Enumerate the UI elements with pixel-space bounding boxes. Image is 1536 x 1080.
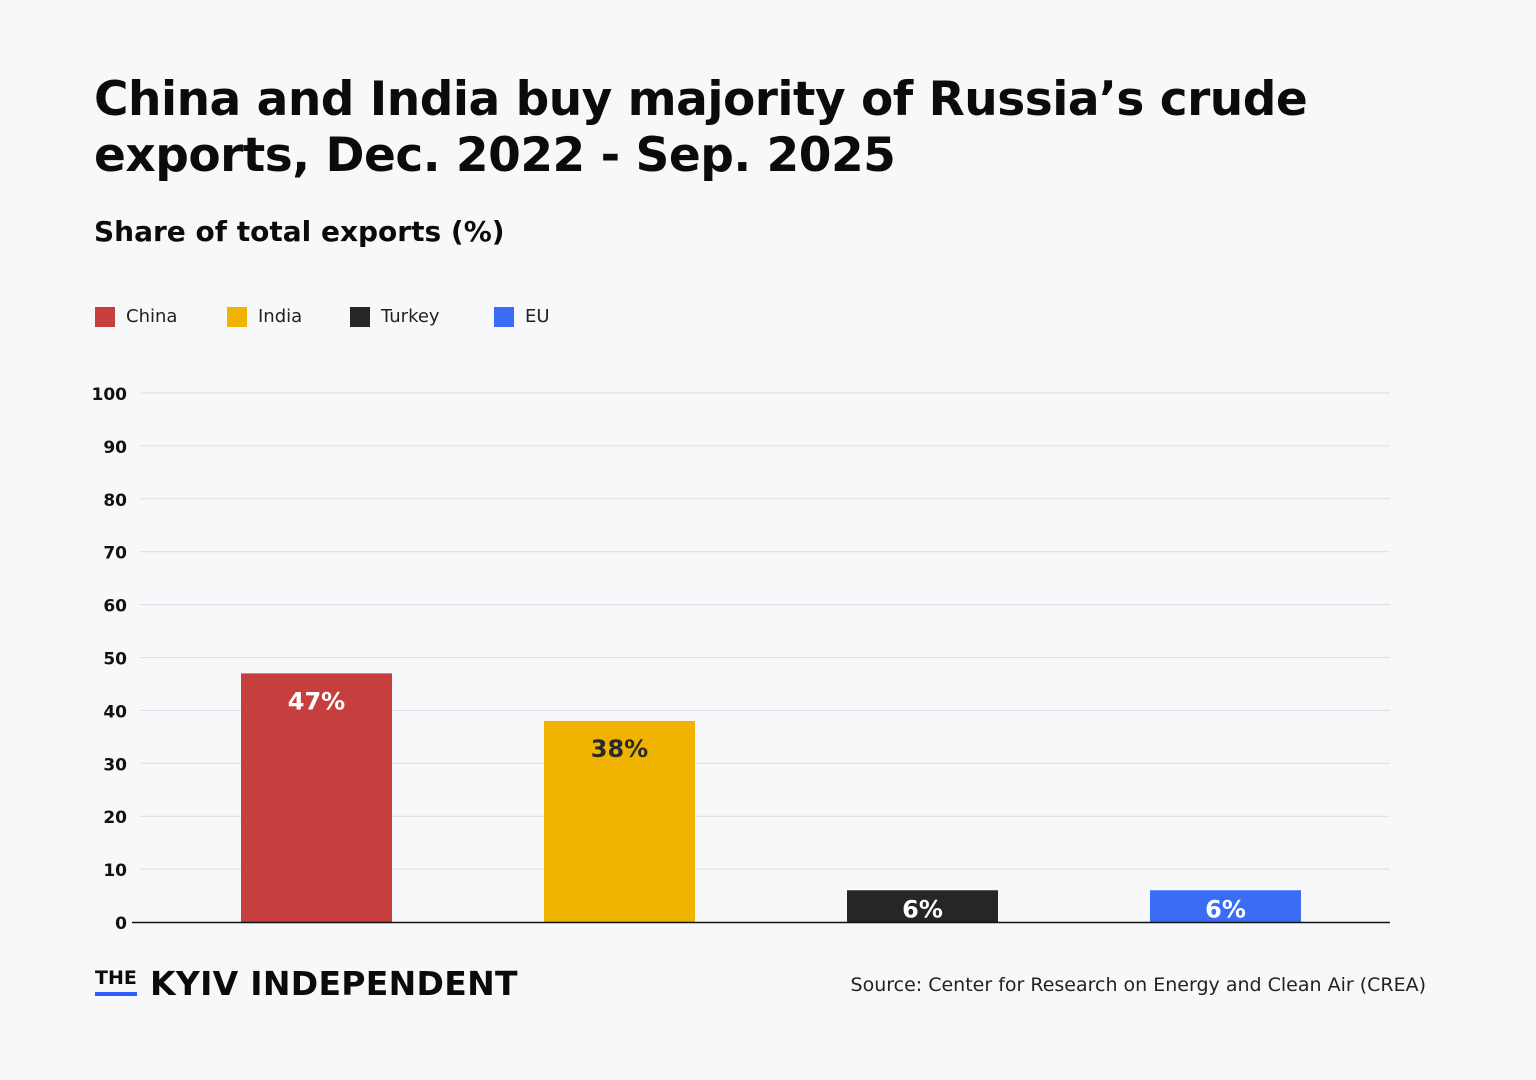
legend-label-india: India — [258, 306, 303, 327]
y-tick-label: 90 — [103, 438, 127, 458]
data-labels: 47% 38% 6% 6% — [288, 687, 1246, 923]
data-label-eu: 6% — [1205, 895, 1246, 923]
legend-swatch-turkey — [350, 307, 370, 327]
legend-label-eu: EU — [525, 306, 550, 327]
legend-swatch-india — [227, 307, 247, 327]
logo-the-text: THE — [95, 967, 137, 989]
logo-underline — [95, 992, 137, 996]
y-tick-label: 60 — [103, 597, 127, 617]
bar-chart: 0 10 20 30 40 50 60 70 80 90 100 47% 38% 6% 6% — [92, 385, 1390, 934]
bar-eu — [1150, 890, 1301, 922]
y-tick-label: 100 — [92, 385, 128, 405]
y-tick-label: 10 — [103, 861, 127, 881]
y-tick-label: 70 — [103, 544, 127, 564]
legend-swatch-eu — [494, 307, 514, 327]
data-label-china: 47% — [288, 687, 345, 715]
data-label-turkey: 6% — [902, 895, 943, 923]
bar-china — [241, 673, 392, 922]
y-tick-label: 30 — [103, 755, 127, 775]
y-tick-label: 20 — [103, 808, 127, 828]
logo-name-text: KYIV INDEPENDENT — [150, 964, 518, 1003]
y-tick-label: 40 — [103, 702, 127, 722]
legend-label-turkey: Turkey — [381, 306, 440, 327]
y-axis-ticks: 0 10 20 30 40 50 60 70 80 90 100 — [92, 385, 128, 934]
bar-india — [544, 720, 695, 922]
legend-swatch-china — [95, 307, 115, 327]
bars — [241, 673, 1301, 922]
y-tick-label: 0 — [115, 914, 127, 934]
bar-turkey — [847, 890, 998, 922]
y-tick-label: 50 — [103, 650, 127, 670]
data-label-india: 38% — [591, 735, 648, 763]
y-tick-label: 80 — [103, 491, 127, 511]
legend-label-china: China — [126, 306, 178, 327]
chart-title: China and India buy majority of Russia’s… — [94, 72, 1308, 183]
source-note: Source: Center for Research on Energy an… — [850, 974, 1426, 996]
chart-subtitle: Share of total exports (%) — [94, 215, 505, 248]
